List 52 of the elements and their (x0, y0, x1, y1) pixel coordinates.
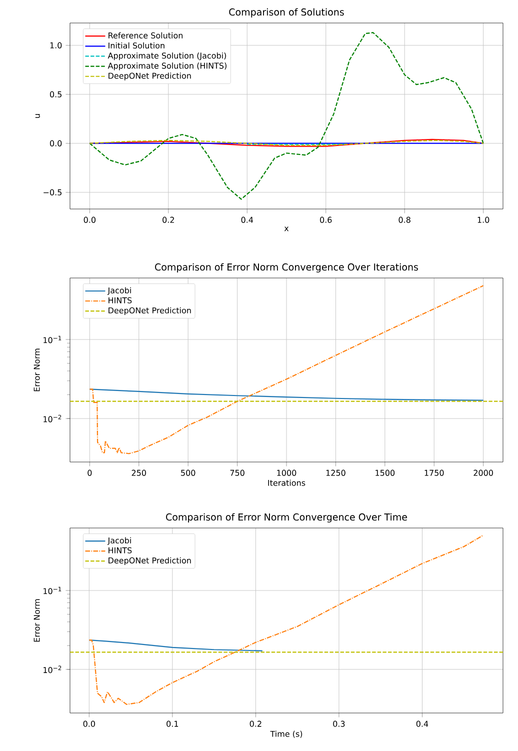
x-axis-title: Time (s) (270, 730, 302, 738)
y-tick-label: 10$^{−1}$ (44, 586, 62, 594)
y-tick-label: 0.0 (50, 140, 62, 146)
y-tick-label: 10$^{−1}$ (44, 336, 62, 344)
x-tick-label: 750 (230, 470, 244, 476)
y-tick-label: 0.5 (50, 91, 62, 98)
x-tick-label: 0.0 (83, 720, 95, 727)
x-axis-title: Iterations (268, 480, 306, 486)
x-tick-label: 0 (88, 470, 92, 476)
legend-label: Reference Solution (108, 32, 183, 38)
x-tick-label: 0.6 (320, 216, 332, 223)
line-series (88, 640, 263, 652)
legend-label: DeepONet Prediction (108, 307, 191, 315)
legend-label: HINTS (108, 297, 132, 304)
x-tick-label: 2000 (474, 470, 493, 476)
y-axis-title: Error Norm (34, 348, 40, 392)
y-tick-label: 10$^{−2}$ (44, 414, 62, 422)
y-tick-label: 1.0 (50, 42, 62, 48)
legend-label: Initial Solution (108, 42, 164, 49)
x-tick-label: 1.0 (478, 216, 490, 223)
x-tick-label: 0.2 (250, 720, 262, 727)
x-tick-label: 1250 (326, 470, 346, 476)
x-tick-label: 0.4 (241, 216, 254, 223)
x-tick-label: 0.8 (398, 216, 410, 223)
chart-title: Comparison of Solutions (229, 8, 344, 18)
line-series (89, 285, 484, 454)
x-axis-title: x (284, 226, 289, 232)
legend-label: Approximate Solution (Jacobi) (108, 52, 226, 60)
y-axis-title: u (35, 114, 40, 118)
x-tick-label: 0.4 (416, 720, 428, 727)
x-tick-label: 1750 (424, 470, 444, 476)
chart-title: Comparison of Error Norm Convergence Over Iterations (155, 263, 418, 272)
y-tick-label: 10$^{−2}$ (44, 666, 62, 674)
x-tick-label: 0.2 (162, 216, 174, 223)
y-tick-label: −0.5 (44, 189, 62, 196)
legend-label: DeepONet Prediction (108, 557, 191, 565)
line-series (88, 534, 484, 705)
x-tick-label: 250 (132, 470, 146, 476)
y-axis-title: Error Norm (34, 599, 40, 642)
x-tick-label: 0.1 (166, 720, 178, 727)
x-tick-label: 0.0 (84, 216, 96, 223)
x-tick-label: 1500 (376, 470, 395, 476)
legend-label: Jacobi (107, 537, 131, 545)
chart-title: Comparison of Error Norm Convergence Over Time (166, 513, 407, 522)
legend-label: DeepONet Prediction (108, 72, 191, 80)
line-series (89, 32, 484, 200)
x-tick-label: 1000 (277, 470, 296, 476)
x-tick-label: 500 (181, 470, 196, 476)
x-tick-label: 0.3 (333, 720, 345, 727)
legend-label: Approximate Solution (HINTS) (108, 62, 226, 70)
legend-label: Jacobi (107, 287, 131, 295)
legend-label: HINTS (108, 547, 132, 554)
